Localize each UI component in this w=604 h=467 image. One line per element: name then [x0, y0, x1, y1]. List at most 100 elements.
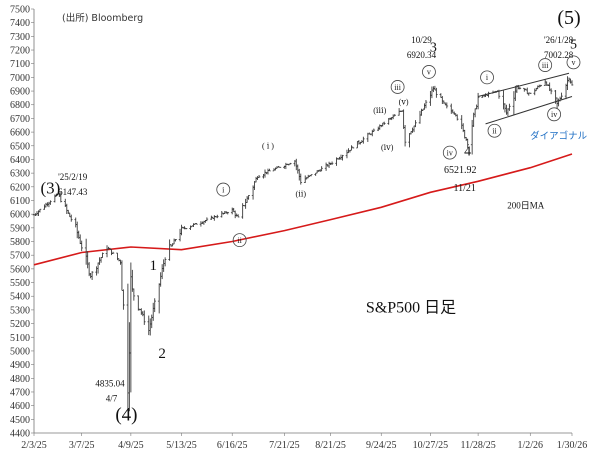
ohlc-bar [254, 176, 258, 183]
ohlc-bar [49, 200, 52, 205]
x-tick-label: 10/27/25 [413, 440, 449, 451]
x-tick-label: 7/21/25 [269, 440, 300, 451]
annotation-label: '26/1/28 [544, 35, 574, 45]
y-tick-label: 4600 [10, 401, 30, 412]
channel-lower-line [485, 96, 573, 125]
ohlc-bar [445, 102, 449, 109]
annotation-label: 11/21 [453, 183, 475, 194]
circled-wave-label: iv [547, 107, 562, 122]
y-tick-label: 7000 [10, 73, 30, 84]
ohlc-bar [99, 257, 103, 263]
ohlc-bar [148, 318, 152, 336]
ohlc-bar [162, 259, 165, 272]
ohlc-bar [351, 146, 355, 149]
ohlc-bar [95, 266, 98, 276]
wave-circle [547, 107, 562, 122]
ohlc-bar [268, 168, 271, 172]
ohlc-bar [120, 260, 124, 291]
ma-200-path [33, 153, 573, 266]
ohlc-bar [141, 311, 145, 317]
ohlc-bar [420, 108, 423, 116]
wave-circle-text: ii [237, 236, 242, 245]
ohlc-bar [233, 210, 237, 219]
ohlc-bar [183, 226, 186, 230]
ohlc-bar [473, 108, 477, 118]
ohlc-bar [296, 164, 300, 174]
ohlc-bar [549, 88, 553, 95]
y-tick-label: 5400 [10, 292, 30, 303]
ohlc-bar [244, 198, 247, 209]
ohlc-bar [402, 109, 405, 129]
ohlc-bar [391, 114, 395, 120]
ohlc-bar [341, 154, 344, 161]
ohlc-bar [38, 208, 42, 213]
ohlc-bar [570, 80, 574, 86]
annotation-label: 200日MA [507, 201, 545, 211]
ohlc-bar [418, 110, 422, 124]
ohlc-bar [309, 174, 313, 177]
ohlc-bar [430, 86, 434, 99]
annotation-label: (ⅴ) [399, 98, 409, 107]
wave-circle-text: iv [551, 110, 557, 119]
y-tick-label: 7400 [10, 18, 30, 29]
ohlc-bar [569, 78, 572, 84]
ohlc-bar [96, 262, 100, 274]
ohlc-bar [475, 104, 478, 110]
ohlc-bar [324, 162, 328, 171]
annotation-label: (4) [115, 405, 137, 426]
ohlc-bar [117, 258, 121, 262]
ohlc-bars [32, 76, 574, 412]
x-tick-label: 1/30/26 [557, 440, 588, 451]
ohlc-bar [159, 272, 162, 287]
y-tick-label: 6700 [10, 114, 30, 125]
ohlc-bar [132, 288, 136, 301]
y-tick-label: 5500 [10, 278, 30, 289]
wave-circle [390, 80, 405, 94]
ohlc-bar [78, 234, 82, 245]
y-tick-label: 6400 [10, 155, 30, 166]
wave-circle-text: v [571, 58, 575, 67]
wave-circle-text: ii [492, 127, 497, 136]
ohlc-bar [199, 221, 203, 227]
circled-wave-label: ii [232, 233, 247, 248]
ohlc-bar [512, 91, 516, 115]
ohlc-bar [314, 172, 317, 176]
ohlc-bar [142, 310, 146, 325]
wave-circle [442, 145, 457, 160]
ohlc-bar [424, 99, 428, 109]
ma-200-line [33, 153, 573, 266]
ohlc-bar [393, 114, 396, 117]
wave-circle-text: i [222, 185, 225, 194]
ohlc-bar [153, 298, 157, 313]
y-axis: 4400 4500 4600 4700 4800 4900 5000 5100 5200 5300… [10, 5, 35, 440]
ohlc-bar [525, 87, 529, 95]
y-tick-label: 7100 [10, 59, 30, 70]
x-tick-label: 6/16/25 [217, 440, 248, 451]
annotation-label: 7002.28 [544, 50, 574, 60]
x-tick-label: 5/13/25 [166, 440, 197, 451]
ohlc-bar [502, 90, 505, 110]
annotation-label: 2 [158, 346, 166, 362]
ohlc-bar [423, 103, 426, 110]
circled-wave-label: iv [442, 145, 457, 160]
ohlc-bar [137, 295, 140, 311]
ohlc-bar [411, 127, 414, 133]
y-tick-label: 5100 [10, 333, 30, 344]
circled-wave-label: ii [487, 123, 502, 138]
annotation-label: '25/2/19 [58, 172, 88, 182]
x-tick-label: 2/3/25 [21, 440, 47, 451]
annotations: (3)'25/2/19 6147.43 1 2 4835.04 4/7(4) 10/29 69… [40, 7, 587, 426]
y-tick-label: 5900 [10, 223, 30, 234]
ohlc-bar [180, 224, 183, 236]
ohlc-bar [65, 203, 69, 214]
ohlc-bar [289, 162, 292, 165]
ohlc-bar [476, 92, 480, 110]
ohlc-bar [213, 215, 216, 221]
wave-circle-text: iii [542, 61, 549, 70]
ohlc-bar [89, 273, 92, 279]
ohlc-bar [172, 238, 176, 245]
ohlc-bar [429, 91, 432, 106]
ohlc-bar [226, 211, 230, 215]
ohlc-bar [263, 169, 267, 178]
annotation-label: 4/7 [106, 394, 118, 404]
